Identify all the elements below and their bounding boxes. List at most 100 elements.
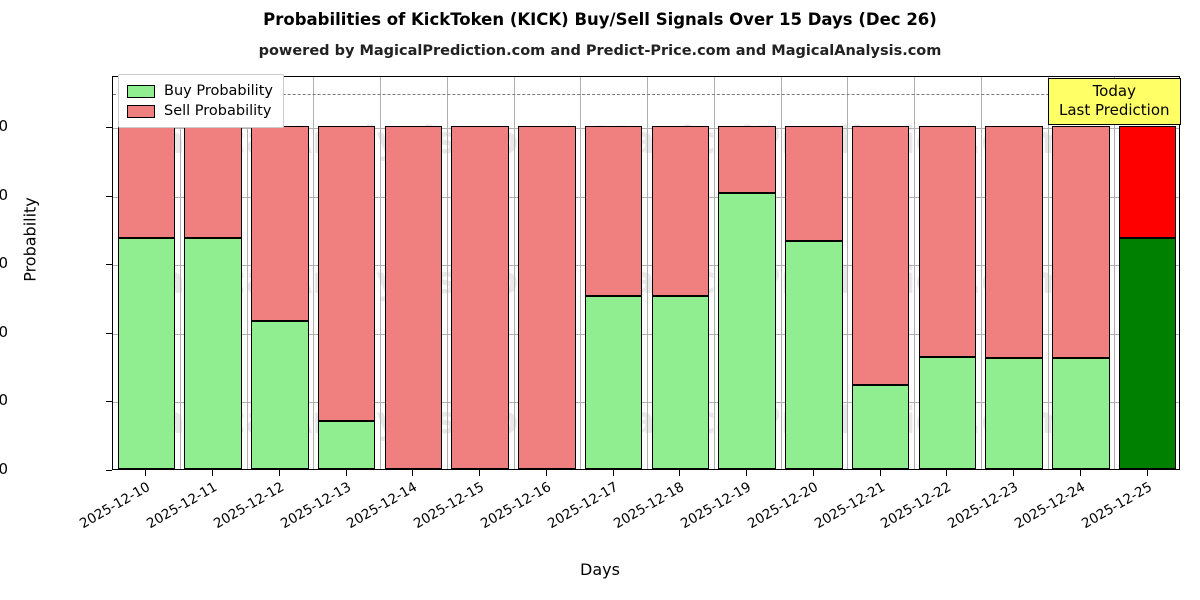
bar-segment-buy[interactable] <box>1118 238 1177 469</box>
bar-stack[interactable] <box>851 77 910 469</box>
bar-segment-buy[interactable] <box>718 193 776 469</box>
bar-stack[interactable] <box>251 77 309 469</box>
gridline-vertical <box>780 77 782 469</box>
legend-item: Sell Probability <box>127 101 273 121</box>
bar-stack[interactable] <box>317 77 376 469</box>
x-axis-tick-mark <box>278 470 280 476</box>
gridline-horizontal <box>113 128 1179 130</box>
x-axis-tick-label: 2025-12-15 <box>411 479 488 533</box>
bar-segment-sell[interactable] <box>918 126 977 357</box>
bar-segment-buy[interactable] <box>985 358 1043 469</box>
x-axis-tick-mark <box>479 470 481 476</box>
y-axis-tick-label: 60 <box>0 254 8 273</box>
bar-segment-sell[interactable] <box>384 126 443 469</box>
gridline-vertical <box>713 77 715 469</box>
x-axis-tick-label: 2025-12-20 <box>744 479 821 533</box>
gridline-vertical <box>246 77 248 469</box>
gridline-vertical <box>179 77 181 469</box>
bar-stack[interactable] <box>785 77 843 469</box>
y-axis-tick-mark <box>106 127 112 129</box>
x-axis-tick-label: 2025-12-11 <box>144 479 221 533</box>
gridline-vertical <box>847 77 849 469</box>
bar-segment-sell[interactable] <box>1118 126 1177 239</box>
bar-segment-sell[interactable] <box>451 126 509 469</box>
bar-segment-sell[interactable] <box>184 126 242 239</box>
bar-segment-sell[interactable] <box>985 126 1043 359</box>
bar-segment-sell[interactable] <box>584 126 643 296</box>
gridline-horizontal <box>113 265 1179 267</box>
y-axis-tick-label: 20 <box>0 391 8 410</box>
x-axis-tick-mark <box>1013 470 1015 476</box>
bar-stack[interactable] <box>184 77 242 469</box>
bar-segment-sell[interactable] <box>317 126 376 422</box>
bar-segment-sell[interactable] <box>718 126 776 194</box>
legend-swatch-icon <box>127 84 155 98</box>
bar-segment-buy[interactable] <box>1052 358 1110 469</box>
bar-stack[interactable] <box>584 77 643 469</box>
x-axis-tick-label: 2025-12-24 <box>1011 479 1088 533</box>
legend-swatch-icon <box>127 104 155 118</box>
bar-segment-buy[interactable] <box>317 421 376 469</box>
x-axis-tick-mark <box>879 470 881 476</box>
legend-item: Buy Probability <box>127 81 273 101</box>
bar-segment-buy[interactable] <box>117 238 176 469</box>
bar-stack[interactable] <box>451 77 509 469</box>
bar-segment-sell[interactable] <box>251 126 309 321</box>
legend-item-label: Sell Probability <box>164 103 272 119</box>
bar-stack[interactable] <box>918 77 977 469</box>
x-axis-tick-mark <box>812 470 814 476</box>
x-axis-tick-mark <box>345 470 347 476</box>
bar-stack[interactable] <box>117 77 176 469</box>
bar-stack[interactable] <box>985 77 1043 469</box>
y-axis-tick-label: 0 <box>0 460 8 478</box>
x-axis-tick-label: 2025-12-23 <box>945 479 1022 533</box>
bar-stack[interactable] <box>384 77 443 469</box>
x-axis-label: Days <box>580 560 620 579</box>
x-axis-tick-mark <box>612 470 614 476</box>
x-axis-tick-label: 2025-12-16 <box>477 479 554 533</box>
x-axis-tick-label: 2025-12-10 <box>77 479 154 533</box>
x-axis-tick-mark <box>1079 470 1081 476</box>
y-axis-tick-mark <box>106 264 112 266</box>
bar-segment-sell[interactable] <box>851 126 910 386</box>
x-axis-tick-mark <box>679 470 681 476</box>
y-axis-tick-mark <box>106 332 112 334</box>
plot-area: MagicalAnalysis.comMagicalPrediction.com… <box>112 76 1180 470</box>
bar-segment-buy[interactable] <box>584 295 643 469</box>
gridline-vertical <box>313 77 315 469</box>
bar-stack[interactable] <box>651 77 710 469</box>
today-annotation-box: Today Last Prediction <box>1048 78 1181 125</box>
y-axis-tick-mark <box>106 195 112 197</box>
bar-stack[interactable] <box>718 77 776 469</box>
y-axis-tick-mark <box>106 401 112 403</box>
dashed-line <box>113 94 1179 96</box>
x-axis-tick-mark <box>412 470 414 476</box>
gridline-vertical <box>647 77 648 469</box>
y-axis-tick-label: 40 <box>0 322 8 341</box>
bar-segment-sell[interactable] <box>651 126 710 296</box>
y-axis-tick-label: 100 <box>0 117 8 136</box>
x-axis-tick-mark <box>212 470 214 476</box>
gridline-vertical <box>1114 77 1116 469</box>
bar-segment-buy[interactable] <box>785 240 843 469</box>
bar-segment-buy[interactable] <box>184 238 242 469</box>
legend-item-label: Buy Probability <box>164 83 273 99</box>
bar-segment-buy[interactable] <box>651 295 710 469</box>
bar-segment-sell[interactable] <box>117 126 176 239</box>
gridline-horizontal <box>113 402 1179 404</box>
bar-segment-buy[interactable] <box>251 320 309 469</box>
bar-segment-buy[interactable] <box>918 356 977 469</box>
gridline-horizontal <box>113 333 1179 335</box>
gridline-vertical <box>446 77 448 469</box>
bar-stack[interactable] <box>518 77 576 469</box>
bar-segment-sell[interactable] <box>518 126 576 469</box>
y-axis-tick-mark <box>106 470 112 471</box>
bar-segment-sell[interactable] <box>785 126 843 241</box>
x-axis-tick-label: 2025-12-18 <box>611 479 688 533</box>
x-axis-tick-mark <box>145 470 147 476</box>
bar-segment-sell[interactable] <box>1052 126 1110 359</box>
bar-segment-buy[interactable] <box>851 385 910 469</box>
bar-stack[interactable] <box>1118 77 1177 469</box>
bar-stack[interactable] <box>1052 77 1110 469</box>
